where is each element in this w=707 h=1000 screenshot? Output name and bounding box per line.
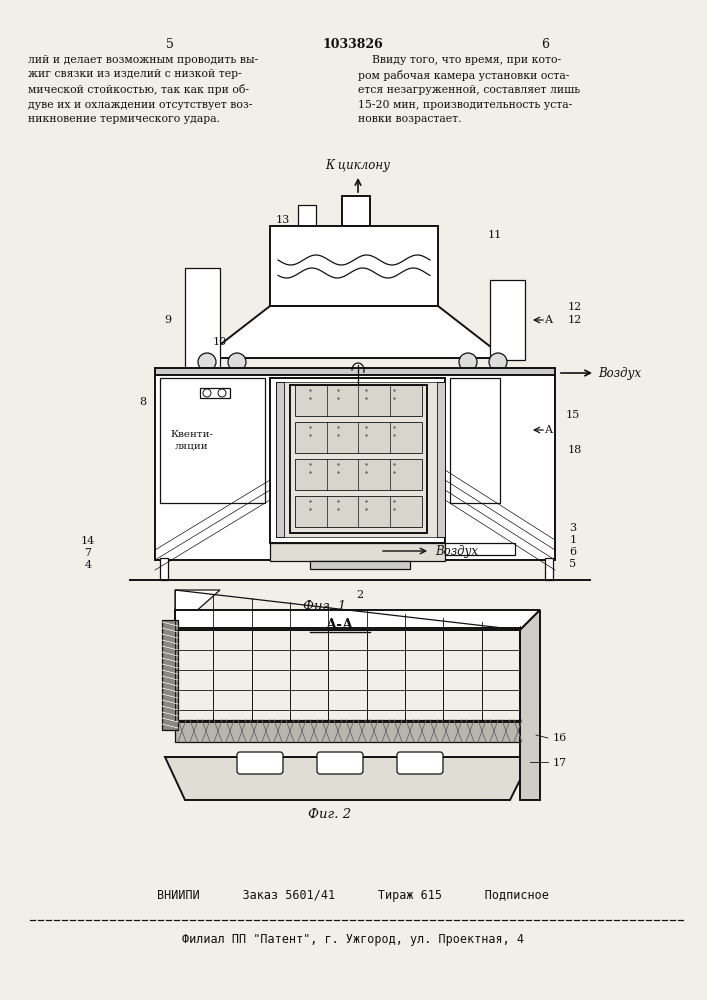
Bar <box>310 561 410 569</box>
Text: 16: 16 <box>553 733 567 743</box>
Bar <box>295 496 422 527</box>
Circle shape <box>203 389 211 397</box>
Text: Фиг. 2: Фиг. 2 <box>308 808 351 821</box>
Bar <box>298 205 316 230</box>
Text: 11: 11 <box>488 230 502 240</box>
Text: ВНИИПИ      Заказ 5601/41      Тираж 615      Подписное: ВНИИПИ Заказ 5601/41 Тираж 615 Подписное <box>157 888 549 902</box>
Bar <box>295 385 422 416</box>
Text: 15: 15 <box>566 410 580 420</box>
Text: 5: 5 <box>569 559 577 569</box>
Bar <box>490 280 525 360</box>
Bar <box>155 368 555 376</box>
Text: 3: 3 <box>569 523 577 533</box>
Text: 5: 5 <box>166 38 174 51</box>
Text: 12: 12 <box>568 315 583 325</box>
Bar <box>160 558 168 580</box>
Text: лий и делает возможным проводить вы-
жиг связки из изделий с низкой тер-
мическо: лий и делает возможным проводить вы- жиг… <box>28 55 258 124</box>
Text: 9: 9 <box>165 315 172 325</box>
Polygon shape <box>175 590 220 630</box>
Polygon shape <box>203 306 505 358</box>
Text: Воздух: Воздух <box>435 544 478 558</box>
Bar <box>160 378 265 503</box>
Text: 7: 7 <box>85 548 91 558</box>
Text: A: A <box>544 425 552 435</box>
Text: 2: 2 <box>356 590 363 600</box>
Text: Фиг. 1: Фиг. 1 <box>303 600 346 613</box>
Bar <box>295 422 422 453</box>
Text: 12: 12 <box>568 302 582 312</box>
Circle shape <box>198 353 216 371</box>
Circle shape <box>489 353 507 371</box>
Bar <box>545 558 553 580</box>
Bar <box>155 375 555 560</box>
Bar <box>290 385 427 533</box>
FancyBboxPatch shape <box>397 752 443 774</box>
Bar <box>185 268 220 368</box>
Text: Квенти-
ляции: Квенти- ляции <box>170 430 214 450</box>
Text: А-А: А-А <box>326 618 354 632</box>
Bar <box>450 378 500 503</box>
Circle shape <box>228 353 246 371</box>
Bar <box>270 226 438 306</box>
Polygon shape <box>520 703 540 742</box>
Text: A: A <box>544 315 552 325</box>
Polygon shape <box>165 740 540 800</box>
Bar <box>175 628 520 722</box>
Bar <box>284 382 437 537</box>
FancyBboxPatch shape <box>237 752 283 774</box>
Text: 10: 10 <box>213 337 227 347</box>
Text: 4: 4 <box>84 560 92 570</box>
Polygon shape <box>175 610 540 630</box>
Text: 13: 13 <box>276 215 290 225</box>
Text: Ввиду того, что время, при кото-
ром рабочая камера установки оста-
ется незагру: Ввиду того, что время, при кото- ром раб… <box>358 55 580 124</box>
Text: 6: 6 <box>541 38 549 51</box>
Bar <box>200 388 230 398</box>
Text: Воздух: Воздух <box>598 366 641 379</box>
Text: 1033826: 1033826 <box>322 38 383 51</box>
Bar <box>445 543 515 555</box>
FancyBboxPatch shape <box>317 752 363 774</box>
Text: К циклону: К циклону <box>325 159 390 172</box>
Polygon shape <box>520 610 540 800</box>
Bar <box>270 543 445 561</box>
Bar <box>342 196 370 226</box>
Bar <box>270 378 445 543</box>
Bar <box>175 720 520 742</box>
Circle shape <box>218 389 226 397</box>
Text: Филиал ПП "Патент", г. Ужгород, ул. Проектная, 4: Филиал ПП "Патент", г. Ужгород, ул. Прое… <box>182 934 524 946</box>
Text: 14: 14 <box>81 536 95 546</box>
Text: 17: 17 <box>553 758 567 768</box>
Bar <box>162 620 178 730</box>
Bar <box>437 382 445 537</box>
Bar <box>276 382 284 537</box>
Circle shape <box>459 353 477 371</box>
Text: 18: 18 <box>568 445 582 455</box>
Polygon shape <box>175 590 520 630</box>
Text: 6: 6 <box>569 547 577 557</box>
Bar <box>295 459 422 490</box>
Text: 1: 1 <box>569 535 577 545</box>
Text: 8: 8 <box>139 397 146 407</box>
